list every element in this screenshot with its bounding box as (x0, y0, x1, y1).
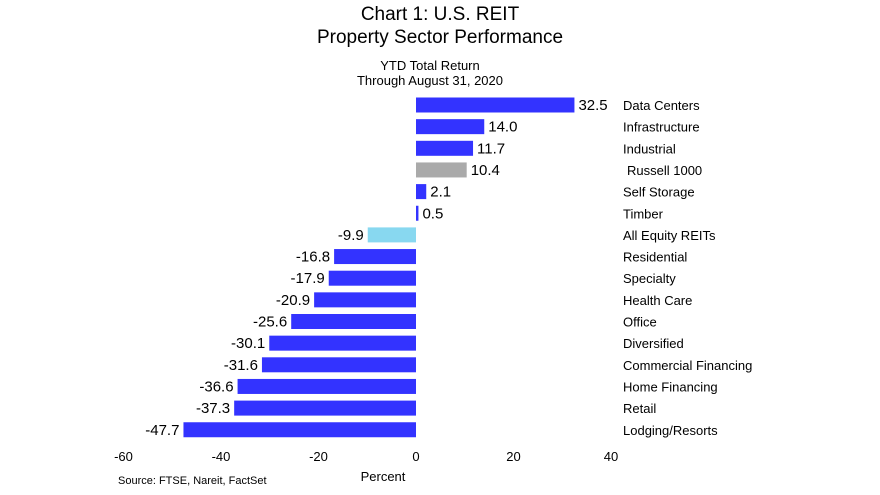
x-tick-label: -60 (114, 449, 133, 464)
bar-self-storage (416, 184, 427, 200)
bar-office (291, 314, 416, 329)
value-label-residential: -16.8 (296, 249, 330, 266)
bar-data-centers (416, 97, 575, 113)
bar-russell-1000 (416, 162, 467, 178)
value-label-timber: 0.5 (422, 205, 443, 222)
category-label-self-storage: Self Storage (623, 185, 695, 200)
category-label-diversified: Diversified (623, 336, 684, 351)
chart-title: Chart 1: U.S. REIT (361, 4, 520, 25)
source-note: Source: FTSE, Nareit, FactSet (118, 475, 267, 487)
value-label-retail: -37.3 (196, 400, 230, 417)
x-axis-label: Percent (361, 469, 406, 484)
chart-subtitle: YTD Total Return (380, 58, 479, 73)
category-label-health-care: Health Care (623, 293, 692, 308)
x-tick-label: 0 (412, 449, 419, 464)
category-label-lodging-resorts: Lodging/Resorts (623, 423, 718, 438)
bar-industrial (416, 140, 474, 156)
value-label-home-financing: -36.6 (199, 378, 233, 395)
value-label-diversified: -30.1 (231, 335, 265, 352)
value-label-russell-1000: 10.4 (471, 162, 500, 179)
value-label-commercial-financing: -31.6 (224, 357, 258, 374)
value-label-health-care: -20.9 (276, 292, 310, 309)
value-label-specialty: -17.9 (291, 270, 325, 287)
category-label-retail: Retail (623, 401, 656, 416)
x-tick-label: 20 (506, 449, 520, 464)
category-label-russell-1000: Russell 1000 (627, 163, 702, 178)
category-label-timber: Timber (623, 206, 664, 221)
value-labels-group: 32.5 14.0 11.7 10.4 2.1 0.5 -9.9 -16.8 -17.9 -20.… (145, 97, 607, 439)
bar-infrastructure (416, 119, 485, 135)
category-label-industrial: Industrial (623, 141, 676, 156)
x-tick-labels-group: -60 -40 -20 0 20 40 (114, 449, 618, 464)
x-tick-label: 40 (604, 449, 618, 464)
value-label-lodging-resorts: -47.7 (145, 422, 179, 439)
value-label-infrastructure: 14.0 (488, 119, 517, 136)
bar-commercial-financing (261, 357, 416, 373)
bar-home-financing (237, 378, 416, 394)
x-tick-label: -40 (212, 449, 231, 464)
category-label-residential: Residential (623, 250, 687, 265)
bars-group (183, 97, 575, 438)
category-label-data-centers: Data Centers (623, 98, 700, 113)
bar-lodging-resorts (183, 422, 416, 438)
value-label-industrial: 11.7 (477, 140, 505, 157)
bar-diversified (269, 335, 416, 351)
bar-timber (416, 205, 419, 221)
bar-health-care (314, 292, 416, 308)
category-labels-group: Data Centers Infrastructure Industrial Russ… (623, 98, 752, 438)
category-label-infrastructure: Infrastructure (623, 120, 700, 135)
value-label-all-equity-reits: -9.9 (338, 227, 364, 244)
chart-title-line2: Property Sector Performance (317, 27, 563, 48)
category-label-commercial-financing: Commercial Financing (623, 358, 752, 373)
bar-all-equity-reits (367, 227, 416, 243)
x-tick-label: -20 (309, 449, 328, 464)
value-label-office: -25.6 (253, 314, 287, 331)
value-label-self-storage: 2.1 (430, 184, 451, 201)
category-label-home-financing: Home Financing (623, 379, 718, 394)
value-label-data-centers: 32.5 (578, 97, 607, 114)
bar-retail (234, 400, 416, 416)
bar-specialty (328, 270, 416, 286)
category-label-office: Office (623, 315, 657, 330)
category-label-specialty: Specialty (623, 271, 676, 286)
category-label-all-equity-reits: All Equity REITs (623, 228, 716, 243)
bar-residential (334, 249, 416, 265)
chart-subtitle-line2: Through August 31, 2020 (357, 73, 503, 88)
